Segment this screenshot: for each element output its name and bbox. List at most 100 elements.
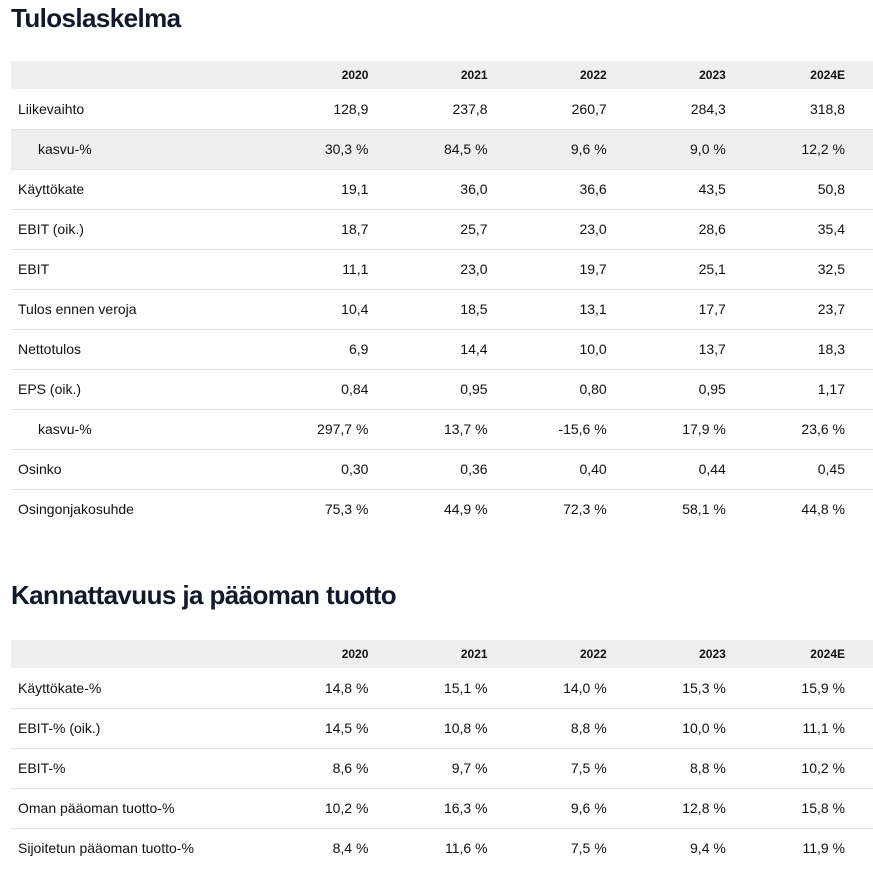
row-label: Osinko (18, 461, 62, 477)
income-statement-table: 2020 2021 2022 2023 2024E Liikevaihto 128,9 23… (11, 61, 873, 529)
year-header: 2022 (579, 647, 607, 661)
value-cell: 15,8 % (801, 800, 845, 816)
table-row: EPS (oik.) 0,84 0,95 0,80 0,95 1,17 (11, 369, 873, 409)
value-cell: 9,7 % (451, 760, 488, 776)
value-cell: 13,1 (579, 301, 607, 317)
value-cell: -15,6 % (558, 421, 607, 437)
table-row: kasvu-% 30,3 % 84,5 % 9,6 % 9,0 % 12,2 % (11, 129, 873, 169)
value-cell: 72,3 % (563, 501, 607, 518)
value-cell: 0,30 (341, 461, 369, 477)
value-cell: 11,6 % (445, 840, 488, 857)
value-cell: 0,40 (579, 461, 607, 477)
value-cell: 84,5 % (443, 141, 488, 157)
header-label-cell (11, 640, 277, 668)
row-label: EBIT (oik.) (18, 221, 84, 237)
value-cell: 15,9 % (801, 679, 845, 696)
row-label: Osingonjakosuhde (18, 501, 134, 518)
value-cell: 14,8 % (324, 679, 369, 696)
value-cell: 128,9 (333, 100, 369, 117)
value-cell: 23,0 (579, 221, 607, 237)
value-cell: 10,2 % (801, 760, 845, 776)
value-cell: 9,6 % (570, 800, 607, 816)
row-label: EBIT (18, 261, 50, 277)
value-cell: 7,5 % (570, 840, 607, 857)
value-cell: 15,3 % (682, 679, 726, 696)
value-cell: 284,3 (690, 100, 726, 117)
value-cell: 28,6 (698, 221, 726, 237)
value-cell: 11,9 % (802, 840, 845, 857)
profitability-table: 2020 2021 2022 2023 2024E Käyttökate-% 14,8 %… (11, 640, 873, 868)
value-cell: 19,7 (579, 261, 607, 277)
value-cell: 15,1 % (443, 679, 488, 696)
row-label: Tulos ennen veroja (18, 301, 137, 317)
value-cell: 35,4 (817, 221, 845, 237)
value-cell: 0,44 (698, 461, 726, 477)
value-cell: 25,1 (698, 261, 726, 277)
value-cell: 10,8 % (443, 720, 488, 736)
value-cell: 0,84 (341, 381, 369, 397)
value-cell: 7,5 % (570, 760, 607, 776)
value-cell: 12,2 % (801, 141, 845, 157)
value-cell: 8,8 % (690, 760, 726, 776)
value-cell: 0,95 (460, 381, 488, 397)
value-cell: 18,3 (817, 341, 845, 357)
year-header: 2020 (341, 68, 369, 82)
income-statement-title: Tuloslaskelma (11, 3, 181, 33)
value-cell: 16,3 % (443, 800, 488, 816)
value-cell: 19,1 (341, 181, 369, 197)
value-cell: 30,3 % (324, 141, 369, 157)
value-cell: 14,4 (460, 341, 488, 357)
row-label: Liikevaihto (18, 100, 85, 117)
row-label: Sijoitetun pääoman tuotto-% (18, 840, 194, 857)
value-cell: 260,7 (571, 100, 607, 117)
year-header: 2022 (579, 68, 607, 82)
value-cell: 13,7 % (443, 421, 488, 437)
table-row: EBIT-% (oik.) 14,5 % 10,8 % 8,8 % 10,0 % 11,1… (11, 708, 873, 748)
value-cell: 11,1 % (802, 720, 845, 736)
value-cell: 13,7 (698, 341, 726, 357)
row-label: kasvu-% (38, 141, 92, 157)
row-label: EBIT-% (oik.) (18, 720, 101, 736)
table-row: Osingonjakosuhde 75,3 % 44,9 % 72,3 % 58,1 %… (11, 489, 873, 529)
value-cell: 58,1 % (682, 501, 726, 518)
value-cell: 18,5 (460, 301, 488, 317)
value-cell: 32,5 (817, 261, 845, 277)
value-cell: 23,7 (817, 301, 845, 317)
value-cell: 23,0 (460, 261, 488, 277)
table-row: kasvu-% 297,7 % 13,7 % -15,6 % 17,9 % 23,6 % (11, 409, 873, 449)
row-label: Nettotulos (18, 341, 82, 357)
table-row: Liikevaihto 128,9 237,8 260,7 284,3 318,8 (11, 89, 873, 129)
table-row: EBIT (oik.) 18,7 25,7 23,0 28,6 35,4 (11, 209, 873, 249)
table-row: Käyttökate 19,1 36,0 36,6 43,5 50,8 (11, 169, 873, 209)
value-cell: 50,8 (817, 181, 845, 197)
value-cell: 8,4 % (332, 840, 369, 857)
table-row: Osinko 0,30 0,36 0,40 0,44 0,45 (11, 449, 873, 489)
table-row: EBIT-% 8,6 % 9,7 % 7,5 % 8,8 % 10,2 % (11, 748, 873, 788)
value-cell: 23,6 % (801, 421, 845, 437)
value-cell: 0,36 (460, 461, 488, 477)
table-row: Käyttökate-% 14,8 % 15,1 % 14,0 % 15,3 % 15,9… (11, 668, 873, 708)
value-cell: 1,17 (817, 381, 845, 397)
value-cell: 18,7 (341, 221, 369, 237)
value-cell: 14,5 % (324, 720, 369, 736)
year-header: 2024E (810, 68, 845, 82)
value-cell: 0,80 (579, 381, 607, 397)
value-cell: 10,0 % (682, 720, 726, 736)
table-row: EBIT 11,1 23,0 19,7 25,1 32,5 (11, 249, 873, 289)
value-cell: 0,95 (698, 381, 726, 397)
value-cell: 25,7 (460, 221, 488, 237)
value-cell: 17,7 (698, 301, 726, 317)
year-header: 2021 (460, 647, 488, 661)
value-cell: 14,0 % (563, 679, 607, 696)
value-cell: 36,0 (460, 181, 488, 197)
value-cell: 9,0 % (690, 141, 726, 157)
value-cell: 8,6 % (332, 760, 369, 776)
value-cell: 44,8 % (801, 501, 845, 518)
value-cell: 12,8 % (682, 800, 726, 816)
value-cell: 6,9 (348, 341, 369, 357)
year-header: 2023 (699, 647, 726, 661)
table-header-row: 2020 2021 2022 2023 2024E (11, 61, 873, 89)
table-row: Sijoitetun pääoman tuotto-% 8,4 % 11,6 % 7,… (11, 828, 873, 868)
value-cell: 17,9 % (682, 421, 726, 437)
value-cell: 75,3 % (324, 501, 369, 518)
